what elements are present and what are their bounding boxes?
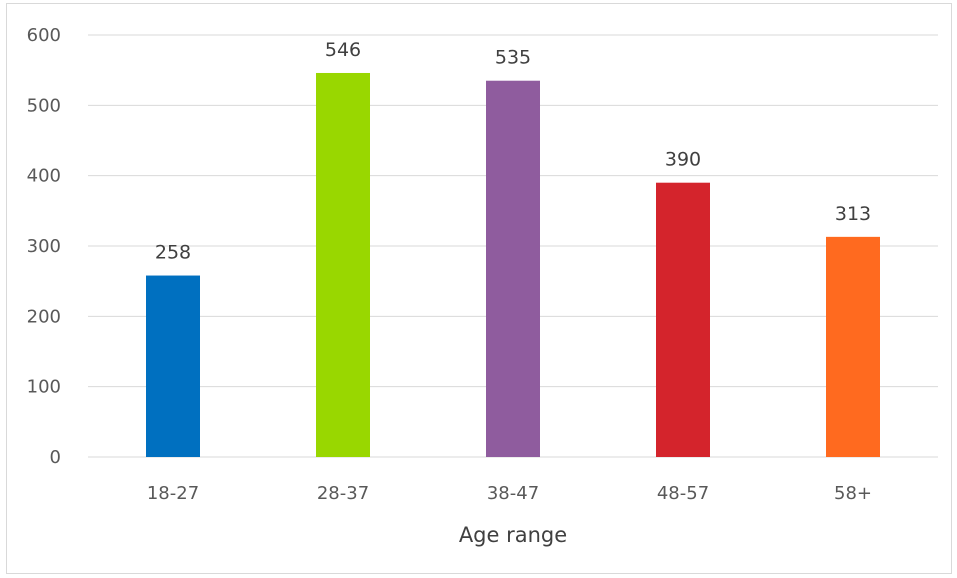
bar-28-37 [316, 72, 370, 457]
x-tick-label: 28-37 [317, 483, 369, 504]
data-label: 313 [835, 203, 871, 225]
bar-38-47 [486, 80, 540, 457]
y-tick-label: 600 [27, 25, 61, 46]
bars [146, 72, 880, 457]
bar-58+ [826, 236, 880, 457]
bar-18-27 [146, 275, 200, 457]
data-label: 535 [495, 47, 531, 69]
y-axis-tick-labels: 0 100 200 300 400 500 600 [27, 25, 61, 468]
data-label: 546 [325, 39, 361, 61]
y-tick-label: 500 [27, 95, 61, 116]
y-tick-label: 0 [50, 447, 61, 468]
y-tick-label: 300 [27, 236, 61, 257]
x-tick-label: 58+ [834, 483, 872, 504]
x-tick-label: 38-47 [487, 483, 539, 504]
x-tick-label: 48-57 [657, 483, 709, 504]
bar-48-57 [656, 182, 710, 457]
y-tick-label: 200 [27, 306, 61, 327]
data-label: 258 [155, 242, 191, 264]
x-axis-title: Age range [459, 523, 567, 547]
y-tick-label: 100 [27, 377, 61, 398]
data-label: 390 [665, 149, 701, 171]
data-labels: 258 546 535 390 313 [155, 39, 871, 264]
y-tick-label: 400 [27, 166, 61, 187]
x-axis-tick-labels: 18-27 28-37 38-47 48-57 58+ [147, 483, 872, 504]
x-tick-label: 18-27 [147, 483, 199, 504]
